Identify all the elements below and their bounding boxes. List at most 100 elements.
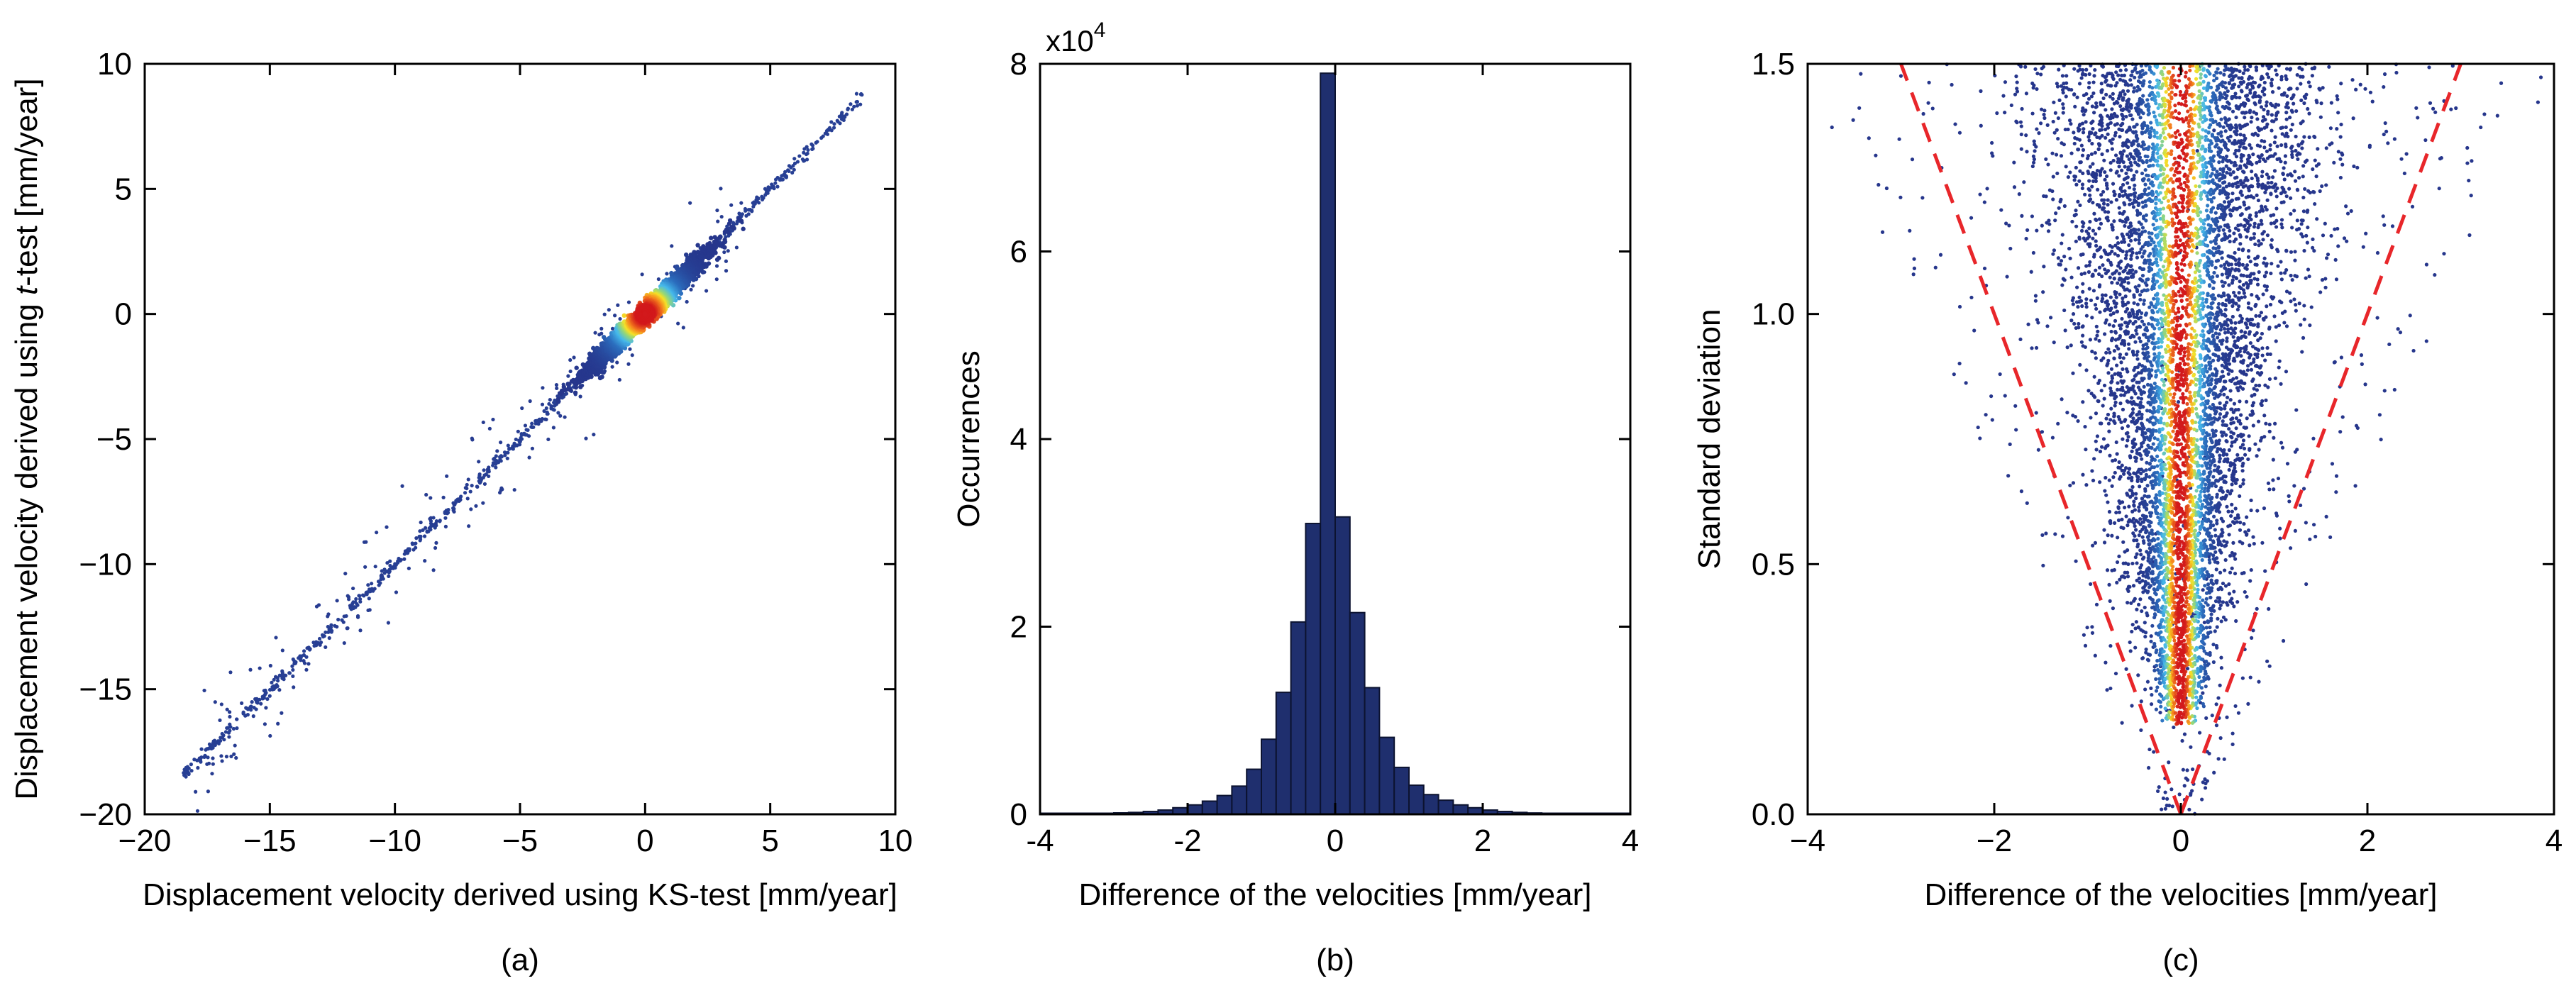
- panel-a-point: [719, 187, 723, 191]
- panel-a-point: [219, 754, 223, 758]
- panel-a-point: [602, 312, 607, 316]
- panel-a-point: [855, 104, 859, 108]
- panel-a-point: [780, 174, 784, 178]
- panel-a-point: [499, 459, 503, 463]
- panel-a-point: [220, 731, 224, 736]
- panel-a-point: [194, 789, 198, 794]
- panel-a-point: [505, 456, 509, 460]
- panel-a-point: [250, 700, 254, 704]
- panel-a-point: [507, 447, 512, 451]
- panel-a-point: [534, 421, 538, 426]
- panel-a-point: [346, 626, 350, 631]
- panel-a-point: [568, 369, 573, 374]
- panel-a-point: [202, 688, 206, 693]
- panel-a-point: [556, 411, 560, 415]
- panel-a-point: [715, 208, 719, 213]
- panel-a-point: [477, 460, 481, 464]
- panel-a-point: [610, 365, 614, 369]
- panel-a-point: [372, 587, 377, 591]
- panel-a-point: [491, 417, 495, 422]
- panel-a-point: [466, 477, 470, 482]
- panel-a-point: [206, 755, 210, 760]
- panel-a-point: [789, 165, 793, 170]
- panel-a-point: [304, 667, 309, 672]
- panel-a-point: [670, 244, 674, 248]
- panel-a-point: [314, 604, 319, 609]
- panel-a-point: [714, 277, 719, 282]
- panel-a-point: [272, 677, 276, 682]
- panel-a-point: [216, 741, 221, 745]
- panel-a-point: [592, 433, 596, 437]
- panel-a-point: [597, 333, 602, 337]
- panel-a-point: [676, 321, 680, 326]
- panel-a-point: [482, 482, 487, 486]
- panel-a-point: [780, 177, 785, 182]
- panel-a-point: [224, 755, 229, 759]
- panel-a-point: [228, 670, 233, 675]
- panel-a-point: [615, 360, 619, 365]
- panel-a-point: [773, 177, 778, 182]
- panel-a-point: [410, 541, 414, 545]
- panel-a-point: [540, 402, 545, 406]
- panel-a-point: [396, 559, 400, 563]
- panel-a-point: [841, 118, 846, 123]
- panel-a-point: [551, 426, 555, 430]
- panel-a-point: [755, 195, 759, 199]
- panel-a-point: [419, 534, 423, 538]
- panel-a-point: [563, 415, 567, 419]
- panel-a-point: [494, 465, 498, 470]
- panel-a-point: [335, 599, 339, 603]
- panel-a-point: [481, 420, 485, 425]
- panel-a-point: [545, 411, 549, 416]
- panel-a-point: [578, 384, 583, 389]
- panel-a-point: [469, 507, 473, 511]
- panel-a-point: [274, 636, 278, 640]
- panel-a-point: [734, 245, 739, 250]
- panel-a-point: [225, 726, 229, 731]
- panel-a-point: [414, 536, 419, 540]
- panel-a-point: [520, 433, 525, 437]
- panel-a-point: [599, 375, 604, 379]
- panel-a-point: [475, 484, 479, 489]
- panel-a-point: [304, 655, 309, 659]
- panel-a-point: [535, 418, 539, 423]
- panel-a-point: [262, 722, 267, 726]
- panel-a-point: [516, 429, 520, 433]
- panel-a-point: [326, 624, 330, 629]
- panel-a-point: [273, 675, 278, 679]
- panel-a-point: [370, 587, 374, 591]
- panel-a-point: [729, 224, 734, 230]
- panel-a-point: [321, 634, 326, 639]
- panel-a-point: [380, 569, 384, 573]
- panel-a-point: [734, 221, 739, 226]
- panel-a-point: [848, 102, 853, 106]
- panel-a-point: [387, 574, 391, 578]
- panel-a-point: [441, 495, 446, 499]
- panel-a-point: [574, 365, 579, 370]
- panel-a-point: [760, 197, 765, 202]
- panel-a-point: [800, 157, 805, 162]
- panel-a-point: [536, 422, 541, 426]
- panel-a-point: [503, 453, 507, 458]
- panel-a-point: [235, 726, 239, 731]
- panel-a-point: [211, 762, 215, 766]
- panel-a-point: [495, 449, 499, 453]
- panel-a-point: [517, 440, 521, 444]
- panel-a-point: [539, 418, 543, 423]
- panel-a-point: [617, 377, 621, 382]
- panel-a-point: [299, 655, 303, 660]
- panel-a-point: [858, 102, 863, 106]
- panel-a-point: [270, 680, 274, 684]
- panel-a-point: [770, 182, 774, 187]
- panel-a-point: [364, 591, 368, 595]
- panel-a-point: [358, 628, 363, 633]
- panel-a-point: [357, 594, 361, 598]
- panel-a-point: [792, 157, 797, 161]
- panel-a-point: [421, 528, 425, 533]
- panel-a-point: [195, 809, 200, 813]
- panel-a-point: [187, 766, 191, 770]
- panel-a-point: [542, 409, 546, 414]
- panel-a-point: [443, 516, 448, 520]
- panel-a-point: [465, 482, 469, 487]
- panel-a-point: [792, 167, 796, 172]
